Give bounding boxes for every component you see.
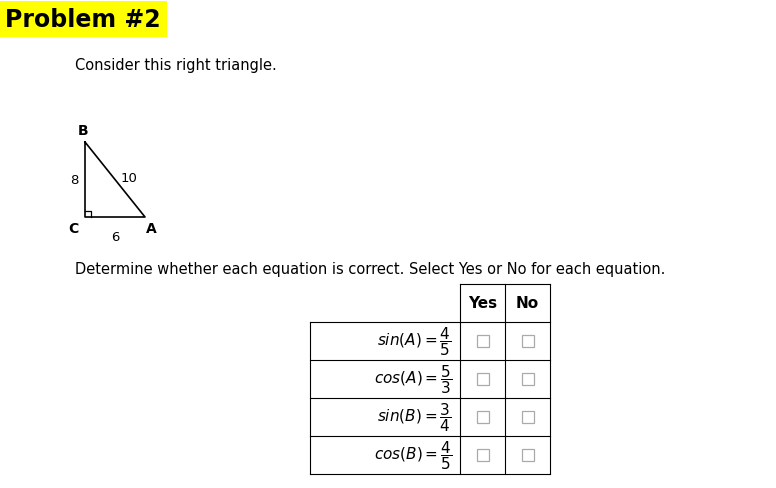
Text: 10: 10 [120, 172, 137, 184]
Bar [521, 373, 534, 385]
Text: 6: 6 [111, 230, 120, 244]
Text: B: B [78, 124, 88, 138]
Bar [476, 411, 489, 423]
Text: $\mathit{sin}(B) = \dfrac{3}{4}$: $\mathit{sin}(B) = \dfrac{3}{4}$ [377, 401, 452, 433]
Text: $\mathit{sin}(A) = \dfrac{4}{5}$: $\mathit{sin}(A) = \dfrac{4}{5}$ [377, 325, 452, 358]
Bar [521, 335, 534, 347]
Bar [521, 449, 534, 461]
Bar [521, 411, 534, 423]
Text: $\mathit{cos}(B) = \dfrac{4}{5}$: $\mathit{cos}(B) = \dfrac{4}{5}$ [373, 439, 452, 471]
Bar [476, 449, 489, 461]
Text: $\mathit{cos}(A) = \dfrac{5}{3}$: $\mathit{cos}(A) = \dfrac{5}{3}$ [373, 363, 452, 396]
Text: 8: 8 [70, 174, 78, 186]
Text: Problem #2: Problem #2 [5, 8, 161, 32]
Text: Yes: Yes [468, 296, 497, 311]
Bar [476, 373, 489, 385]
Text: No: No [516, 296, 539, 311]
Text: C: C [68, 222, 78, 236]
Bar [476, 335, 489, 347]
Text: Consider this right triangle.: Consider this right triangle. [75, 58, 277, 73]
Text: A: A [146, 222, 157, 236]
Text: Determine whether each equation is correct. Select Yes or No for each equation.: Determine whether each equation is corre… [75, 262, 665, 276]
